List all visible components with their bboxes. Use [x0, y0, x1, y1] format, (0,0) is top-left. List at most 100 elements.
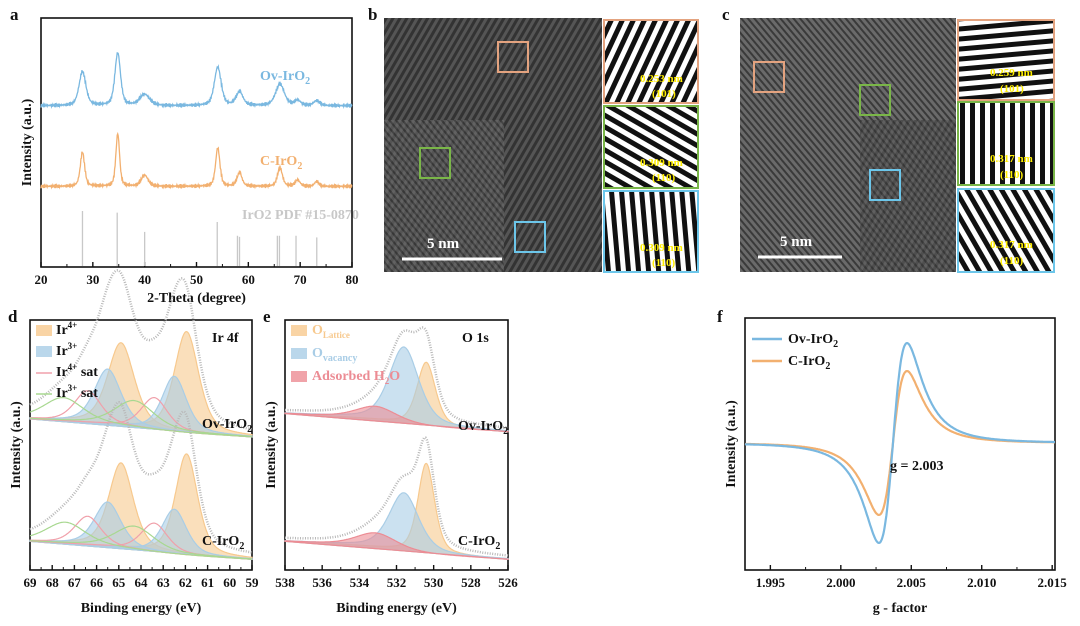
xrd-series-Ov-IrO2 — [40, 52, 353, 110]
x-tick-label: 534 — [350, 575, 370, 590]
x-tick-label: 67 — [68, 575, 82, 590]
x-tick-label: 1.995 — [756, 575, 786, 590]
component-ir3sat — [29, 525, 253, 560]
component-h2o — [284, 532, 509, 560]
x-tick-label: 528 — [461, 575, 481, 590]
y-axis-title: Intensity (a.u.) — [264, 401, 279, 489]
series-label: C-IrO2 — [458, 534, 500, 552]
component-ir3sat — [30, 399, 253, 438]
xrd-series-C-IrO2 — [40, 131, 353, 190]
x-tick-label: 60 — [242, 272, 255, 287]
epr-chart: 1.995 2.000 2.005 2.010 2.015 g - factor Inten… — [724, 317, 1068, 616]
d-spacing: 0.309 nm — [640, 242, 683, 254]
roi-box-blue — [514, 221, 546, 253]
x-tick-label: 69 — [24, 575, 38, 590]
panel-label-b: b — [368, 5, 377, 24]
legend-label: C-IrO2 — [788, 354, 830, 372]
plot-frame — [40, 17, 353, 268]
plane: (101) — [652, 88, 676, 100]
legend-label: Adsorbed H2O — [312, 369, 400, 386]
x-axis-title: 2-Theta (degree) — [147, 291, 246, 306]
panel-label-d: d — [8, 307, 18, 326]
envelope-Ov-IrO2 — [29, 269, 253, 431]
x-tick-label: 62 — [179, 575, 192, 590]
component-ir3sat — [29, 397, 252, 438]
core-level-title: O 1s — [462, 331, 489, 346]
x-tick-label: 2.005 — [897, 575, 927, 590]
y-axis-title: Intensity (a.u.) — [724, 400, 739, 488]
legend-swatch — [291, 325, 307, 336]
x-axis-title: g - factor — [873, 601, 927, 616]
legend-label: Ir4+ sat — [56, 362, 98, 380]
fft-inset-3: 0.309 nm (110) — [603, 190, 699, 273]
x-axis-title: Binding energy (eV) — [81, 601, 202, 616]
x-tick-label: 66 — [90, 575, 104, 590]
x-tick-label: 65 — [112, 575, 126, 590]
legend-swatch — [291, 371, 307, 382]
y-axis-title: Intensity (a.u.) — [20, 98, 35, 186]
roi-box-orange — [753, 61, 785, 93]
x-tick-label: 63 — [157, 575, 171, 590]
x-tick-label: 20 — [35, 272, 48, 287]
d-spacing: 0.259 nm — [990, 67, 1033, 79]
x-tick-label: 59 — [246, 575, 260, 590]
hrtem-grain — [860, 120, 956, 272]
plane: (110) — [1000, 169, 1024, 181]
legend-label: OLattice — [312, 323, 350, 340]
legend-label: Ir3+ — [56, 341, 77, 359]
x-tick-label: 2.010 — [967, 575, 996, 590]
envelope-Ov-IrO2 — [285, 326, 509, 429]
hrtem-grain — [384, 120, 504, 272]
x-tick-label: 536 — [312, 575, 332, 590]
legend-label: Ovacancy — [312, 346, 357, 364]
fft-inset-1: 0.259 nm (101) — [957, 19, 1055, 101]
g-value-annotation: g = 2.003 — [890, 459, 943, 474]
series-label: Ov-IrO2 — [260, 69, 310, 87]
epr-series-Ov-IrO2 — [745, 342, 1055, 545]
x-tick-label: 60 — [223, 575, 236, 590]
legend-swatch — [291, 348, 307, 359]
plane: (101) — [1000, 83, 1024, 95]
envelope-C-IrO2 — [29, 401, 253, 554]
panel-label-e: e — [263, 307, 271, 326]
x-axis-title: Binding energy (eV) — [336, 601, 457, 616]
x-tick-label: 526 — [498, 575, 518, 590]
plane: (110) — [652, 257, 676, 269]
ir4f-xps-chart: 69 68 67 66 65 64 63 62 61 60 59 Binding energy (eV… — [9, 269, 260, 616]
plane: (110) — [652, 172, 676, 184]
d-spacing: 0.317 nm — [990, 153, 1033, 165]
series-label: C-IrO2 — [260, 154, 302, 172]
core-level-title: Ir 4f — [212, 331, 239, 346]
fft-inset-2: 0.317 nm (110) — [957, 101, 1055, 186]
y-axis-title: Intensity (a.u.) — [9, 401, 24, 489]
roi-box-green — [859, 84, 891, 116]
x-tick-label: 2.015 — [1038, 575, 1068, 590]
roi-box-orange — [497, 41, 529, 73]
x-tick-label: 532 — [387, 575, 407, 590]
x-tick-label: 2.000 — [826, 575, 855, 590]
panel-label-f: f — [717, 307, 723, 326]
x-tick-label: 61 — [201, 575, 214, 590]
tem-panel-b: 5 nm 0.253 nm (101) 0.309 nm (110) 0.309 n… — [384, 18, 699, 273]
component-ir3sat — [29, 521, 253, 560]
x-tick-label: 538 — [275, 575, 295, 590]
tem-panel-c: 5 nm 0.259 nm (101) 0.317 nm (110) 0.317 n… — [740, 18, 1055, 273]
scale-bar-label: 5 nm — [780, 234, 813, 250]
xrd-chart: IrO2 PDF #15-0870 20 30 40 50 60 70 80 2-Theta … — [20, 17, 359, 306]
x-tick-label: 40 — [138, 272, 151, 287]
fft-inset-2: 0.309 nm (110) — [603, 105, 699, 189]
x-tick-label: 68 — [46, 575, 60, 590]
series-label: Ov-IrO2 — [202, 417, 252, 435]
d-spacing: 0.317 nm — [990, 239, 1033, 251]
d-spacing: 0.253 nm — [640, 73, 683, 85]
reference-label: IrO2 PDF #15-0870 — [242, 208, 359, 223]
x-tick-label: 30 — [86, 272, 99, 287]
panel-label-c: c — [722, 5, 730, 24]
fft-inset-3: 0.317 nm (110) — [957, 188, 1055, 273]
envelope-C-IrO2 — [285, 436, 509, 557]
scale-bar-label: 5 nm — [427, 236, 460, 252]
x-tick-label: 80 — [346, 272, 359, 287]
legend-swatch — [36, 325, 52, 336]
roi-box-blue — [869, 169, 901, 201]
